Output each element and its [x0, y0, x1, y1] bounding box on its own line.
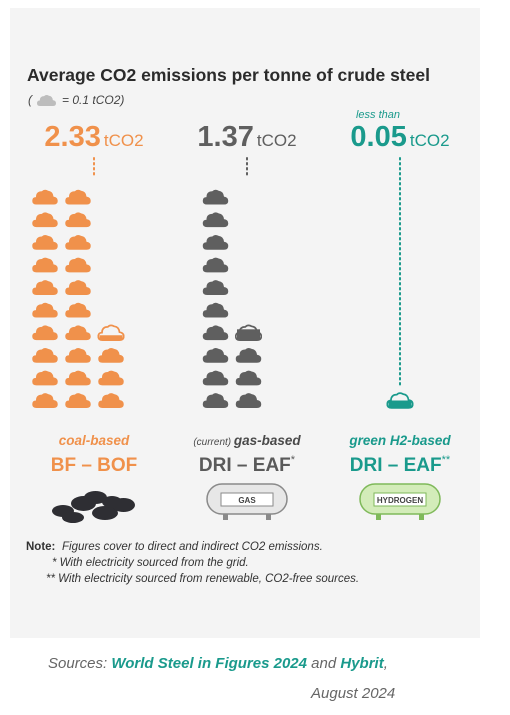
- cloud-mark: [65, 347, 91, 363]
- cloud-mark: [65, 302, 91, 318]
- note-line-1: Figures cover to direct and indirect CO2…: [62, 541, 323, 553]
- tank-leg: [376, 514, 381, 520]
- cloud-mark: [202, 234, 229, 250]
- coal-lump: [92, 506, 118, 520]
- cloud-mark: [202, 302, 229, 318]
- source-link-hybrit[interactable]: Hybrit: [340, 655, 384, 672]
- category-top-label-1: coal-based: [59, 433, 130, 448]
- cloud-mark: [202, 393, 229, 408]
- gas-tank-icon: GAS: [206, 483, 288, 520]
- cloud-mark: [32, 302, 58, 318]
- category-top-label-2: (current) gas-based: [193, 433, 301, 448]
- tank-leg: [419, 514, 424, 520]
- cloud-mark: [32, 212, 58, 228]
- note: Note: Figures cover to direct and indire…: [26, 541, 359, 585]
- cloud-mark: [32, 280, 58, 295]
- cloud-mark: [32, 189, 58, 205]
- cloud-mark: [32, 347, 58, 363]
- tank-leg: [266, 514, 271, 520]
- legend-text: = 0.1 tCO2): [62, 93, 124, 107]
- value-prefix-label: less than: [356, 109, 400, 121]
- category-bottom-label-2: DRI – EAF*: [199, 454, 296, 476]
- coal-icon: [52, 491, 135, 523]
- coal-lump: [84, 491, 107, 504]
- cloud-mark: [202, 189, 229, 205]
- coal-lump: [102, 496, 122, 508]
- category-top-label-3: green H2-based: [348, 433, 451, 448]
- cloud-mark: [32, 393, 58, 408]
- cloud-mark: [202, 257, 229, 273]
- cloud-mark: [65, 257, 91, 273]
- tank-label-plate: [373, 492, 427, 507]
- tank-label-plate: [220, 492, 274, 507]
- cloud-mark: [65, 325, 91, 341]
- coal-lump: [62, 512, 84, 523]
- cloud-mark: [65, 234, 91, 250]
- partial-cloud-fill: [388, 400, 412, 408]
- cloud-mark: [65, 370, 91, 386]
- note-line-3: ** With electricity sourced from renewab…: [46, 573, 359, 585]
- tank-label: HYDROGEN: [377, 496, 423, 505]
- sources-conj: and: [311, 655, 337, 672]
- sources-comma: ,: [383, 655, 388, 672]
- sources-line-1: Sources: World Steel in Figures 2024 and…: [48, 655, 388, 672]
- cloud-mark: [202, 212, 229, 228]
- sources-prefix: Sources:: [48, 655, 108, 672]
- category-bottom-label-1: BF – BOF: [51, 455, 138, 476]
- cloud-mark: [32, 257, 58, 273]
- cloud-mark: [98, 347, 124, 363]
- cloud-mark: [202, 280, 229, 295]
- cloud-mark: [235, 347, 262, 363]
- note-line-2: * With electricity sourced from the grid…: [52, 557, 249, 569]
- cloud-mark: [98, 370, 124, 386]
- hydrogen-tank-icon: HYDROGEN: [359, 483, 441, 520]
- chart-marks: 2.33 tCO2 coal-based BF – BOF 1.37 tCO2 (curre…: [32, 109, 451, 523]
- cloud-mark: [202, 347, 229, 363]
- partial-cloud-fill: [99, 335, 123, 341]
- category-bottom-label-3: DRI – EAF**: [350, 454, 451, 476]
- cloud-mark: [202, 370, 229, 386]
- legend-cloud-icon: [37, 95, 56, 107]
- tank-label: GAS: [238, 496, 256, 505]
- cloud-mark: [32, 325, 58, 341]
- tank-leg: [223, 514, 228, 520]
- cloud-mark: [65, 212, 91, 228]
- cloud-mark: [65, 189, 91, 205]
- cloud-mark: [202, 325, 229, 341]
- cloud-mark: [235, 393, 262, 408]
- value-label-1: 2.33 tCO2: [44, 121, 143, 153]
- chart-title: Average CO2 emissions per tonne of crude…: [27, 65, 430, 85]
- legend-open: (: [28, 93, 34, 107]
- source-link-world-steel[interactable]: World Steel in Figures 2024: [111, 655, 307, 672]
- cloud-mark: [98, 393, 124, 408]
- value-label-3: 0.05 tCO2: [350, 121, 449, 153]
- note-label: Note:: [26, 541, 55, 553]
- cloud-mark: [65, 280, 91, 295]
- value-label-2: 1.37 tCO2: [197, 121, 296, 153]
- partial-cloud-fill: [237, 329, 260, 341]
- infographic-panel: [10, 8, 480, 638]
- cloud-mark: [32, 370, 58, 386]
- cloud-mark: [65, 393, 91, 408]
- cloud-mark: [235, 370, 262, 386]
- sources-date: August 2024: [311, 685, 396, 702]
- cloud-mark: [32, 234, 58, 250]
- legend: ( = 0.1 tCO2): [28, 93, 124, 107]
